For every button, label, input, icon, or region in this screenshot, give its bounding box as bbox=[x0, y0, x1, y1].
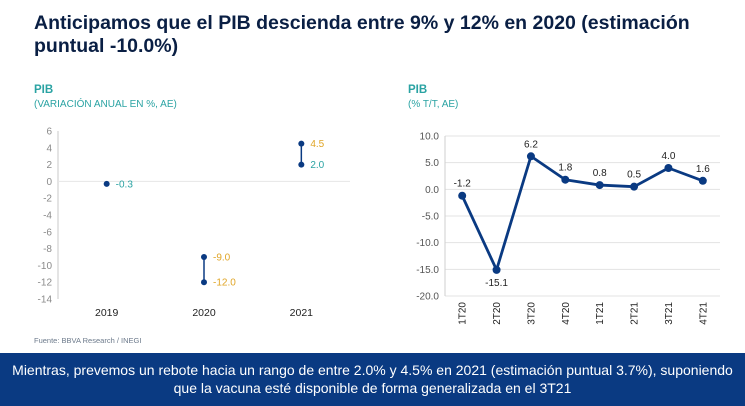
right-data-label: 0.8 bbox=[593, 168, 607, 179]
right-data-point bbox=[698, 176, 707, 185]
right-x-tick-label: 3T20 bbox=[526, 302, 537, 325]
left-y-tick-label: 6 bbox=[46, 127, 52, 138]
right-y-tick-label: -10.0 bbox=[416, 238, 439, 249]
right-y-tick-label: -20.0 bbox=[416, 292, 439, 303]
left-y-tick-label: -8 bbox=[43, 244, 52, 255]
right-chart-title: PIB bbox=[408, 84, 428, 96]
right-data-label: 0.5 bbox=[627, 170, 641, 181]
right-data-point bbox=[595, 181, 604, 190]
right-data-point bbox=[526, 152, 535, 161]
right-x-tick-label: 1T21 bbox=[595, 302, 606, 325]
right-data-point bbox=[664, 164, 673, 172]
right-x-tick-label: 4T21 bbox=[698, 302, 709, 325]
right-data-point bbox=[630, 182, 639, 191]
left-y-tick-label: 2 bbox=[46, 160, 52, 171]
bottom-banner: Mientras, prevemos un rebote hacia un ra… bbox=[0, 353, 745, 406]
right-data-point bbox=[458, 191, 467, 200]
left-low-point bbox=[298, 161, 305, 168]
left-y-tick-label: 0 bbox=[46, 177, 52, 188]
left-low-label: -12.0 bbox=[213, 278, 236, 289]
right-data-label: -15.1 bbox=[485, 278, 508, 289]
left-y-tick-label: 4 bbox=[46, 143, 52, 154]
left-low-label: 2.0 bbox=[310, 160, 324, 171]
right-data-point bbox=[492, 265, 501, 274]
source-note: Fuente: BBVA Research / INEGI bbox=[34, 336, 142, 345]
right-y-tick-label: 5.0 bbox=[425, 158, 439, 169]
page-title: Anticipamos que el PIB descienda entre 9… bbox=[34, 12, 690, 57]
right-y-tick-label: -15.0 bbox=[416, 265, 439, 276]
left-high-point bbox=[201, 254, 207, 260]
left-x-tick-label: 2021 bbox=[290, 307, 314, 319]
right-x-tick-label: 3T21 bbox=[664, 302, 675, 325]
left-x-tick-label: 2020 bbox=[192, 307, 216, 319]
left-y-tick-label: -10 bbox=[38, 261, 53, 272]
left-y-tick-label: -2 bbox=[43, 194, 52, 205]
left-high-label: 4.5 bbox=[310, 139, 324, 150]
right-chart-subtitle: (% T/T, AE) bbox=[408, 99, 459, 110]
left-high-point bbox=[298, 140, 305, 147]
left-low-label: -0.3 bbox=[116, 179, 134, 190]
right-x-tick-label: 2T20 bbox=[492, 302, 503, 325]
right-data-label: 6.2 bbox=[524, 139, 538, 150]
left-y-tick-label: -12 bbox=[38, 278, 53, 289]
right-data-point bbox=[561, 175, 570, 184]
right-series-line bbox=[460, 154, 704, 272]
right-y-tick-label: 10.0 bbox=[420, 132, 440, 143]
right-x-tick-label: 4T20 bbox=[561, 302, 572, 325]
left-y-tick-label: -6 bbox=[43, 227, 52, 238]
left-low-point bbox=[103, 180, 110, 187]
right-y-tick-label: 0.0 bbox=[425, 185, 439, 196]
left-chart-title: PIB bbox=[34, 84, 54, 96]
right-x-tick-label: 1T20 bbox=[458, 302, 469, 325]
right-data-label: 4.0 bbox=[661, 151, 675, 162]
left-y-tick-label: -14 bbox=[38, 295, 53, 306]
left-x-tick-label: 2019 bbox=[95, 307, 119, 319]
left-low-point bbox=[201, 279, 207, 286]
right-y-tick-label: -5.0 bbox=[422, 212, 440, 223]
right-data-label: -1.2 bbox=[454, 179, 472, 190]
left-chart-subtitle: (VARIACIÓN ANUAL EN %, AE) bbox=[34, 99, 177, 110]
left-y-tick-label: -4 bbox=[43, 211, 52, 222]
right-data-label: 1.8 bbox=[558, 163, 572, 174]
right-x-tick-label: 2T21 bbox=[630, 302, 641, 325]
right-data-label: 1.6 bbox=[696, 164, 710, 175]
left-high-label: -9.0 bbox=[213, 253, 231, 264]
